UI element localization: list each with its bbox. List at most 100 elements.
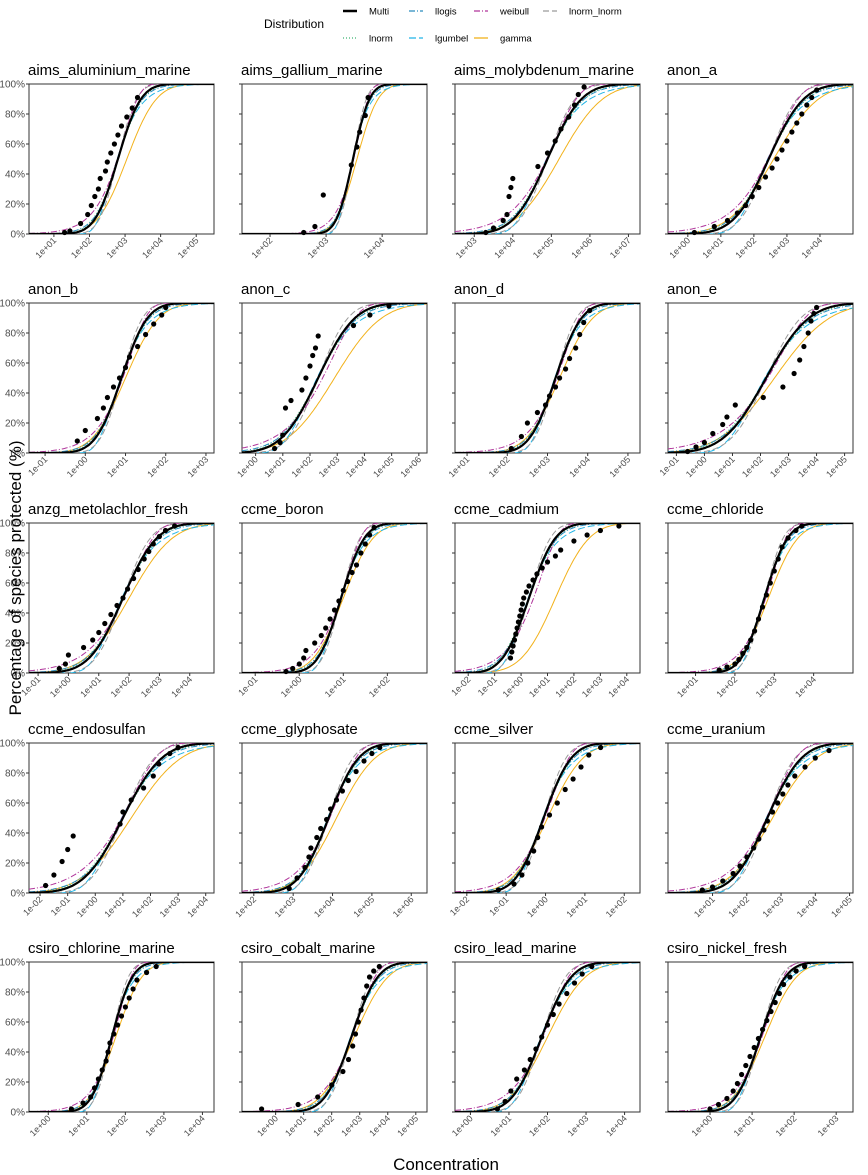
data-point (156, 533, 162, 540)
data-point (314, 834, 320, 841)
panel-anon-d: anon_d 1e+01 1e+02 1e+03 1e+04 1e+05 (447, 281, 641, 479)
x-tick-label: 1e+06 (398, 454, 423, 479)
data-point (62, 229, 68, 236)
y-tick-label: 0% (11, 1108, 26, 1119)
data-point (764, 1017, 770, 1024)
panel-frame (454, 302, 641, 454)
x-tick-label: 1e+04 (312, 894, 337, 919)
data-point (784, 138, 790, 144)
x-axis-title: Concentration (393, 1155, 499, 1174)
data-point (122, 1004, 128, 1010)
data-point (724, 217, 731, 224)
data-point (510, 643, 516, 649)
data-point (288, 397, 294, 404)
data-point (573, 345, 579, 351)
data-point (535, 163, 541, 170)
data-point (523, 589, 530, 595)
panel-title: anon_d (454, 281, 504, 298)
x-tick-label: 1e+02 (733, 235, 758, 260)
y-tick-label: 20% (5, 859, 25, 870)
panel-aims-aluminium-marine: aims_aluminium_marine 0% 20% 40% 60% 80% 100% 1… (0, 62, 215, 260)
data-point (345, 1056, 352, 1063)
data-point (749, 193, 755, 200)
data-point (691, 229, 698, 236)
x-tick-label: 1e+04 (185, 894, 210, 919)
data-point (578, 764, 584, 770)
x-tick-label: 1e+01 (732, 1113, 757, 1138)
data-point (306, 854, 312, 860)
data-point (365, 94, 371, 101)
x-tick-label: 1e+03 (566, 1113, 591, 1138)
x-tick-label: 1e+02 (105, 1113, 130, 1138)
data-point (755, 1035, 762, 1042)
data-point (345, 578, 351, 585)
data-point (759, 604, 766, 610)
data-point (162, 527, 169, 534)
data-point (90, 637, 96, 643)
data-point (290, 665, 296, 672)
data-point (743, 202, 749, 209)
data-point (146, 548, 152, 555)
x-tick-label: 1e+05 (176, 235, 201, 260)
legend-item-lnorm: lnorm (343, 34, 393, 45)
y-tick-label: 40% (5, 389, 25, 400)
x-tick-label: 1e+04 (795, 894, 820, 919)
data-point (377, 744, 383, 751)
data-point (62, 661, 68, 667)
data-point (128, 797, 134, 803)
data-point (552, 553, 559, 559)
x-tick-label: 1e+05 (531, 235, 556, 260)
x-tick-label: 1e+05 (395, 1113, 420, 1138)
data-point (340, 587, 346, 594)
data-point (762, 174, 769, 180)
y-tick-label: 40% (5, 609, 25, 620)
data-point (699, 887, 705, 893)
curve-lnorm-lnorm (242, 962, 427, 1112)
data-point (774, 156, 780, 162)
panel-title: aims_aluminium_marine (28, 62, 191, 79)
data-point (732, 661, 738, 667)
data-point (780, 791, 786, 797)
curve-multi (29, 743, 214, 893)
x-tick-label: 1e+00 (235, 454, 260, 479)
data-point (115, 132, 121, 138)
data-point (761, 827, 767, 833)
data-point (97, 175, 103, 182)
data-point (151, 321, 157, 327)
curve-multi (29, 523, 214, 673)
data-point (95, 186, 101, 192)
x-tick-label: 1e+02 (553, 674, 578, 699)
data-point (519, 872, 525, 878)
data-point (715, 1101, 722, 1108)
curve-gamma (29, 745, 214, 893)
curve-multi (242, 84, 427, 234)
y-tick-label: 60% (5, 579, 25, 590)
data-point (104, 159, 110, 165)
x-tick-label: 1e+03 (766, 235, 791, 260)
data-point (598, 744, 604, 751)
data-point (353, 562, 360, 568)
data-point (277, 439, 283, 446)
panel-frame (241, 961, 428, 1113)
data-point (141, 785, 147, 791)
panel-frame (667, 742, 854, 894)
curve-multi (455, 303, 640, 453)
data-point (760, 1026, 766, 1033)
y-tick-label: 40% (5, 170, 25, 181)
data-point (134, 977, 140, 983)
data-point (575, 91, 581, 98)
curve-lgumbel (455, 523, 640, 673)
data-point (799, 523, 805, 529)
y-tick-label: 100% (0, 299, 25, 310)
data-point (150, 773, 156, 779)
data-point (552, 384, 559, 390)
curve-lgumbel (668, 745, 853, 893)
curve-multi (668, 84, 853, 234)
data-point (597, 527, 604, 534)
curve-llogis (242, 743, 427, 893)
data-point (740, 650, 746, 657)
data-point (763, 592, 770, 598)
data-point (571, 980, 578, 986)
curve-group (29, 743, 214, 893)
